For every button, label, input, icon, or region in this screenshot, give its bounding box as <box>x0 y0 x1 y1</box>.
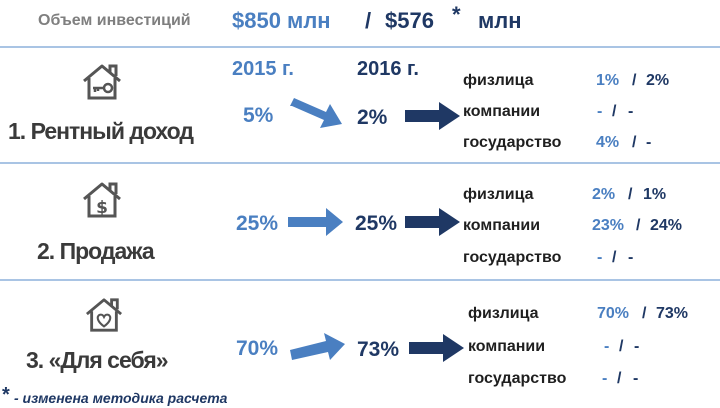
entity-separator: / <box>617 370 622 387</box>
entity-value-2015: 4% <box>596 134 620 151</box>
investment-asterisk: * <box>452 2 461 27</box>
entity-value-2016: - <box>646 134 652 151</box>
arrow-right-dark-icon <box>409 334 464 362</box>
category-title-rental: 1. Рентный доход <box>8 118 194 144</box>
divider-2 <box>0 279 720 281</box>
entity-label-government: государство <box>463 134 562 151</box>
arrow-right-light-icon <box>288 208 343 236</box>
house-heart-icon <box>85 298 123 332</box>
category-title-sale: 2. Продажа <box>37 238 155 264</box>
entity-label-individuals: физлица <box>463 72 534 89</box>
year-2015-label: 2015 г. <box>232 58 294 80</box>
entity-value-2016: - <box>633 370 639 387</box>
entity-separator: / <box>612 249 617 266</box>
entity-label-individuals: физлица <box>463 186 534 203</box>
svg-text:$: $ <box>96 198 108 218</box>
entity-separator: / <box>628 186 633 203</box>
entity-value-2016: 1% <box>643 186 667 203</box>
investment-volume-label: Объем инвестиций <box>38 12 191 29</box>
arrow-right-dark-icon <box>405 102 460 130</box>
investment-2016-value: $576 <box>385 8 434 33</box>
arrow-right-dark-icon <box>405 208 460 236</box>
entity-value-2015: 2% <box>592 186 616 203</box>
entity-value-2015: 23% <box>592 217 625 234</box>
entity-label-government: государство <box>463 249 562 266</box>
entity-value-2016: 2% <box>646 72 670 89</box>
entity-separator: / <box>636 217 641 234</box>
rental-2015-value: 5% <box>243 104 274 127</box>
entity-separator: / <box>619 338 624 355</box>
entity-value-2016: - <box>628 249 634 266</box>
category-title-own-use: 3. «Для себя» <box>26 347 169 373</box>
entity-label-companies: компании <box>463 103 541 120</box>
divider-1 <box>0 162 720 164</box>
entity-value-2015: - <box>604 338 610 355</box>
entity-label-individuals: физлица <box>468 305 539 322</box>
entity-label-companies: компании <box>468 338 546 355</box>
entity-value-2015: 1% <box>596 72 620 89</box>
entity-value-2015: - <box>602 370 608 387</box>
entity-value-2015: - <box>597 103 603 120</box>
entity-label-companies: компании <box>463 217 541 234</box>
investment-2015-value: $850 млн <box>232 8 331 33</box>
year-2016-label: 2016 г. <box>357 58 419 80</box>
entity-value-2016: 73% <box>656 305 689 322</box>
own-use-2016-value: 73% <box>357 338 400 361</box>
entity-value-2016: 24% <box>650 217 683 234</box>
entity-separator: / <box>632 134 637 151</box>
entity-separator: / <box>632 72 637 89</box>
entity-separator: / <box>612 103 617 120</box>
footnote-text: - изменена методика расчета <box>14 390 228 406</box>
house-dollar-icon: $ <box>83 182 121 218</box>
arrow-right-light-icon <box>290 98 342 128</box>
rental-2016-value: 2% <box>357 106 388 129</box>
house-key-icon <box>83 64 121 100</box>
arrow-right-light-icon <box>290 333 345 360</box>
entity-value-2016: - <box>634 338 640 355</box>
sale-2016-value: 25% <box>355 212 398 235</box>
entity-value-2015: - <box>597 249 603 266</box>
investment-unit: млн <box>478 8 522 33</box>
investment-separator: / <box>365 8 372 33</box>
entity-value-2016: - <box>628 103 634 120</box>
own-use-2015-value: 70% <box>236 337 279 360</box>
footnote-asterisk: * <box>2 384 10 406</box>
divider-top <box>0 46 720 48</box>
entity-separator: / <box>642 305 647 322</box>
entity-label-government: государство <box>468 370 567 387</box>
sale-2015-value: 25% <box>236 212 279 235</box>
entity-value-2015: 70% <box>597 305 630 322</box>
